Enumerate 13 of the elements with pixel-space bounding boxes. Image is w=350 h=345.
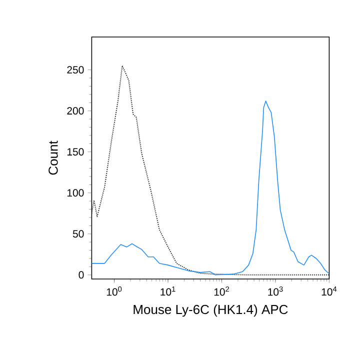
x-tick-label: 10$^{2}$ — [214, 286, 230, 296]
y-tick-label: 150 — [67, 148, 84, 156]
x-tick-label: 10$^{4}$ — [322, 286, 337, 296]
y-tick-label: 50 — [72, 230, 84, 238]
y-axis-title: Count — [48, 140, 58, 175]
y-tick-label: 200 — [67, 107, 84, 115]
y-tick-label: 250 — [67, 66, 84, 74]
x-tick-label: 10$^{1}$ — [160, 286, 176, 296]
y-tick-label: 0 — [78, 271, 84, 279]
x-tick-label: 10$^{0}$ — [106, 286, 122, 296]
x-axis-title: Mouse Ly-6C (HK1.4) APC — [134, 304, 288, 317]
x-tick-label: 10$^{3}$ — [268, 286, 283, 296]
y-tick-label: 100 — [67, 189, 84, 197]
